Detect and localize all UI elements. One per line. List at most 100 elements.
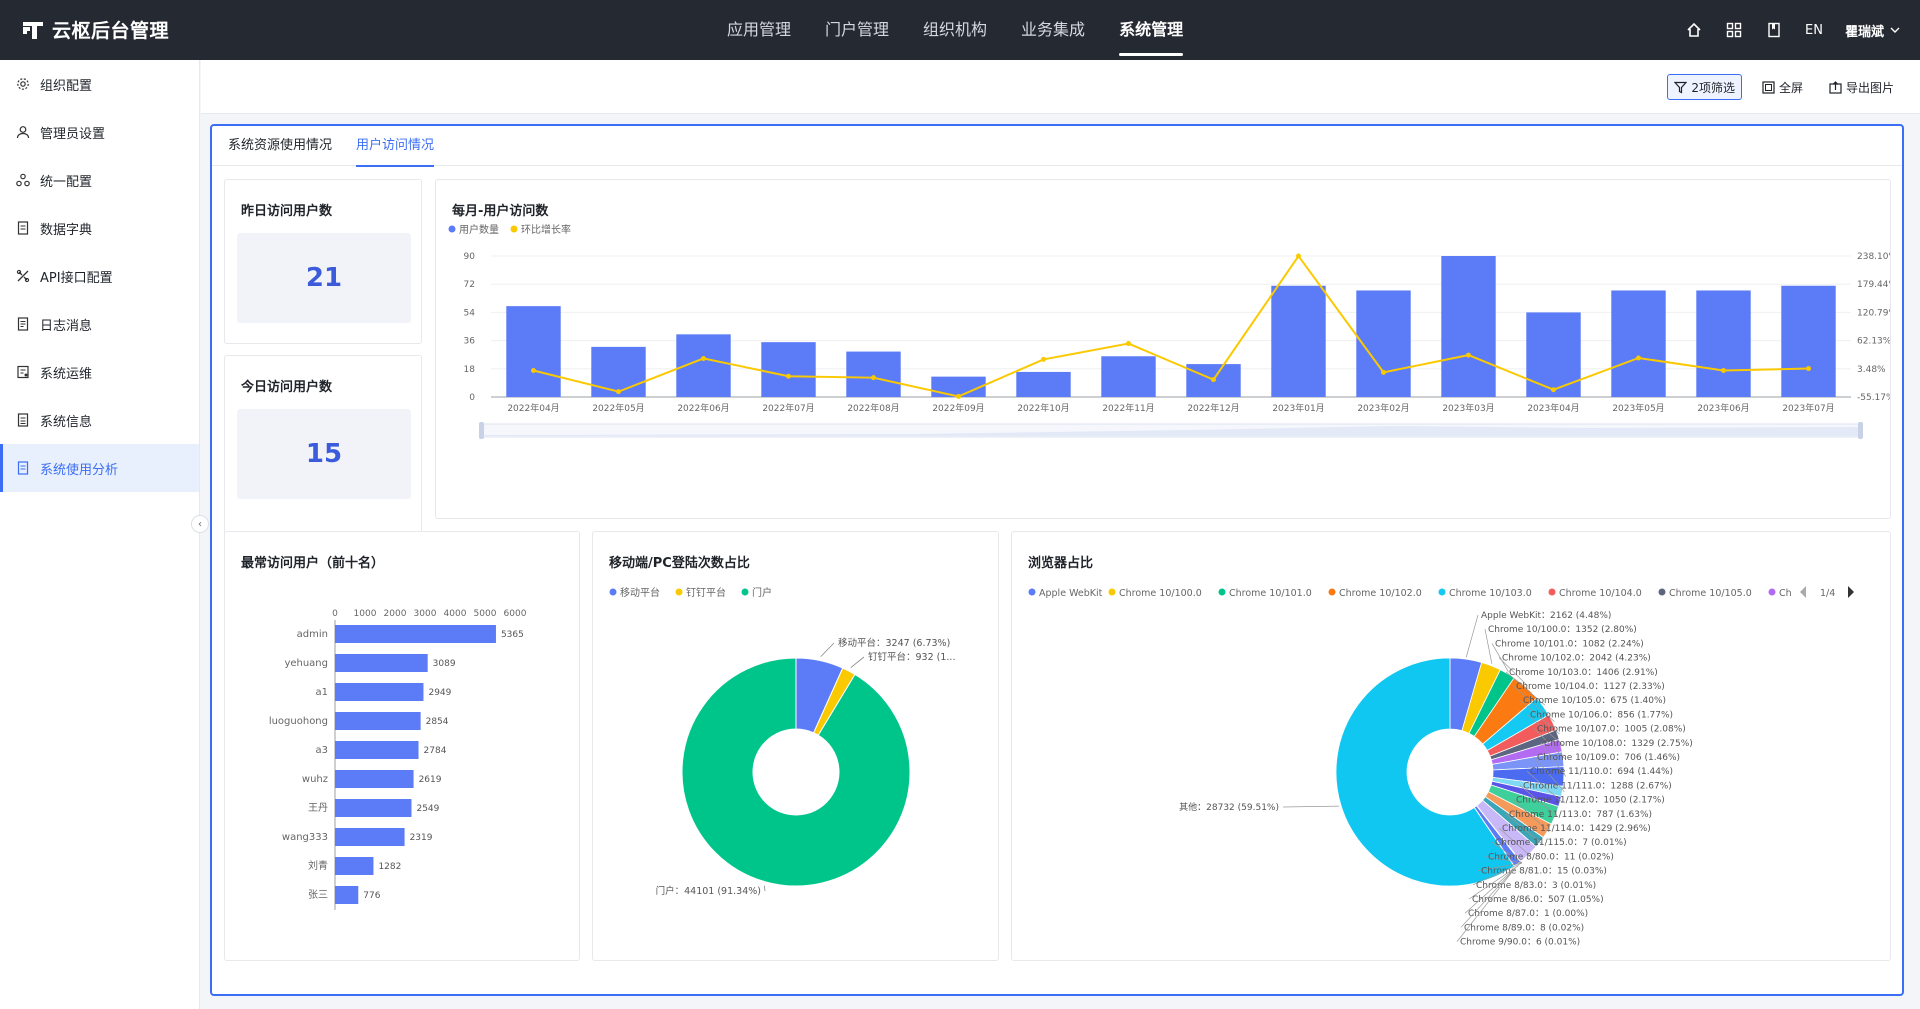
grid-icon[interactable]: [1725, 21, 1743, 39]
legend-label[interactable]: Chrome 10/103.0: [1449, 588, 1532, 599]
line-point[interactable]: [1636, 355, 1641, 361]
export-image-button[interactable]: 导出图片: [1823, 74, 1900, 100]
bar[interactable]: [1356, 290, 1411, 397]
line-point[interactable]: [1551, 387, 1556, 393]
legend-label[interactable]: Chrome 10/105.0: [1669, 588, 1752, 599]
bar[interactable]: [335, 886, 359, 904]
topnav-item[interactable]: 应用管理: [727, 20, 792, 39]
sidebar-item[interactable]: 系统运维: [0, 348, 199, 396]
bar[interactable]: [335, 799, 412, 817]
line-point[interactable]: [1381, 369, 1386, 375]
legend-label[interactable]: Chrome 10/100.0: [1119, 588, 1202, 599]
bar[interactable]: [335, 770, 414, 788]
bar[interactable]: [335, 857, 374, 875]
topnav-item[interactable]: 组织机构: [923, 20, 988, 39]
bar[interactable]: [335, 683, 424, 701]
pie-slice[interactable]: [681, 657, 911, 887]
pie-slice[interactable]: [1335, 657, 1515, 887]
legend-label[interactable]: Apple WebKit: [1039, 588, 1103, 599]
line-point[interactable]: [616, 389, 621, 395]
bar[interactable]: [1696, 290, 1751, 397]
x-tick-label: 0: [332, 609, 338, 619]
line-point[interactable]: [871, 375, 876, 381]
bar[interactable]: [1526, 312, 1581, 397]
legend-marker: [1548, 588, 1556, 596]
topnav-item[interactable]: 业务集成: [1021, 20, 1086, 39]
slice-label: Apple WebKit：2162 (4.48%): [1481, 611, 1611, 621]
line-point[interactable]: [786, 373, 791, 379]
zoom-handle-right[interactable]: [1858, 422, 1863, 439]
sidebar-item[interactable]: 系统信息: [0, 396, 199, 444]
bar[interactable]: [931, 376, 986, 397]
line-point[interactable]: [1126, 341, 1131, 347]
bar[interactable]: [846, 351, 901, 397]
line-point[interactable]: [701, 355, 706, 361]
line-point[interactable]: [1466, 352, 1471, 358]
topnav-item[interactable]: 系统管理: [1102, 0, 1200, 60]
bar[interactable]: [1781, 285, 1836, 397]
leader-line: [1519, 785, 1558, 817]
legend-label[interactable]: 用户数量: [459, 223, 499, 236]
bar[interactable]: [506, 306, 561, 397]
line-point[interactable]: [956, 393, 961, 399]
leader-line: [1540, 742, 1567, 777]
bar[interactable]: [335, 712, 421, 730]
bar[interactable]: [1611, 290, 1666, 397]
bar[interactable]: [335, 828, 405, 846]
sidebar-item[interactable]: API接口配置: [0, 252, 199, 300]
legend-label[interactable]: 钉钉平台: [686, 586, 726, 599]
legend-label[interactable]: Chrome 10/101.0: [1229, 588, 1312, 599]
line-point[interactable]: [1211, 377, 1216, 383]
y2-tick-label: -55.17%: [1857, 393, 1890, 403]
fullscreen-button[interactable]: 全屏: [1756, 74, 1809, 100]
leader-line: [1533, 756, 1565, 793]
top-nav: 应用管理 门户管理 组织机构 业务集成 系统管理: [710, 0, 1200, 60]
home-icon[interactable]: [1685, 21, 1703, 39]
book-icon[interactable]: [1765, 21, 1783, 39]
bar[interactable]: [1441, 256, 1496, 397]
filter-button[interactable]: 2项筛选: [1667, 74, 1742, 100]
line-point[interactable]: [1721, 367, 1726, 373]
legend-label[interactable]: 门户: [752, 586, 772, 599]
line-point[interactable]: [531, 367, 536, 373]
sidebar-item[interactable]: 组织配置: [0, 60, 199, 108]
legend-next-icon[interactable]: [1848, 586, 1854, 598]
sidebar-item[interactable]: 统一配置: [0, 156, 199, 204]
app-logo[interactable]: 云枢后台管理: [22, 16, 169, 43]
bar[interactable]: [1016, 371, 1071, 397]
topnav-item[interactable]: 门户管理: [825, 20, 890, 39]
tab-item[interactable]: 用户访问情况: [356, 126, 435, 167]
line-point[interactable]: [1296, 253, 1301, 259]
bar[interactable]: [761, 342, 816, 397]
bar[interactable]: [335, 654, 428, 672]
bar[interactable]: [1271, 285, 1326, 397]
tab-item[interactable]: 系统资源使用情况: [228, 138, 333, 153]
legend-prev-icon[interactable]: [1800, 586, 1806, 598]
x-tick-label: 2023年02月: [1357, 402, 1409, 414]
bar[interactable]: [591, 346, 646, 397]
zoom-handle-left[interactable]: [479, 422, 484, 439]
data-label: 2784: [424, 746, 447, 756]
sidebar-item[interactable]: 日志消息: [0, 300, 199, 348]
legend-label[interactable]: Chrome 10/102.0: [1339, 588, 1422, 599]
legend-label[interactable]: 环比增长率: [521, 223, 571, 236]
sidebar-item[interactable]: 管理员设置: [0, 108, 199, 156]
legend-label[interactable]: Chrome 10/104.0: [1559, 588, 1642, 599]
user-menu[interactable]: 瞿瑞斌: [1845, 21, 1900, 40]
x-tick-label: 2022年06月: [677, 402, 729, 414]
legend-label[interactable]: Ch: [1779, 588, 1792, 599]
line-point[interactable]: [1041, 356, 1046, 362]
category-label: yehuang: [284, 658, 328, 669]
legend-label[interactable]: 移动平台: [620, 586, 660, 599]
sidebar-item[interactable]: 系统使用分析: [0, 444, 199, 492]
sidebar-item[interactable]: 数据字典: [0, 204, 199, 252]
bar[interactable]: [335, 741, 419, 759]
leader-line: [1460, 867, 1516, 928]
language-switch[interactable]: EN: [1805, 22, 1823, 38]
bar[interactable]: [335, 625, 496, 643]
slice-label: 移动平台：3247 (6.73%): [838, 637, 950, 649]
bar[interactable]: [1101, 356, 1156, 397]
leader-line: [1519, 699, 1560, 735]
sidebar-collapse-button[interactable]: ‹: [191, 515, 209, 533]
line-point[interactable]: [1806, 366, 1811, 372]
